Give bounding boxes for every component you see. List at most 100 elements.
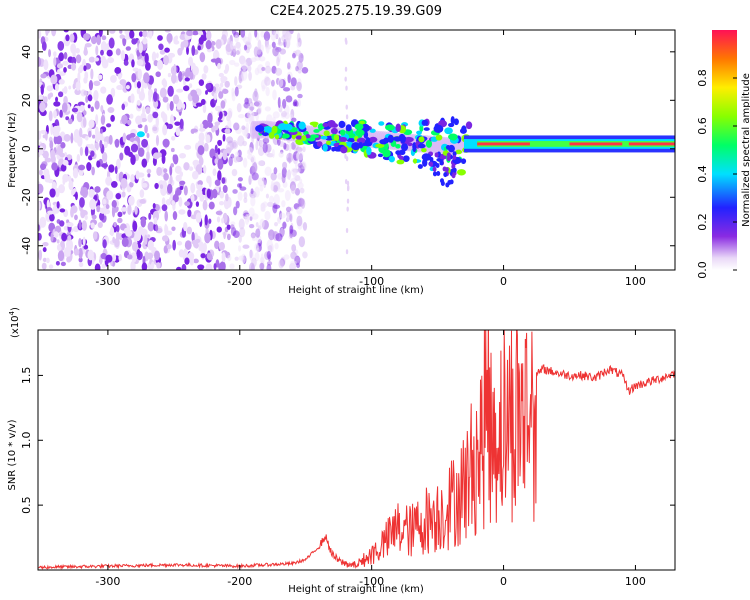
spectrogram-noise-cell [294,160,298,169]
spectrogram-noise-cell [50,124,54,136]
spectrogram-noise-cell [344,66,348,72]
spectrogram-noise-cell [117,217,123,224]
spectrogram-noise-cell [51,30,57,37]
spectrogram-noise-cell [144,52,149,64]
spectrogram-blob [327,120,336,128]
spectrogram-noise-cell [87,94,93,102]
spectrogram-noise-cell [70,132,74,144]
spectrogram-blob [442,166,447,172]
spectrogram-noise-cell [254,30,258,38]
spectrogram-noise-cell [195,102,203,107]
spectrogram-noise-cell [215,210,223,216]
spectrogram-noise-cell [223,231,226,240]
spectrogram-noise-cell [145,106,151,114]
spectrogram-noise-cell [123,227,129,234]
spectrogram-noise-cell [53,101,61,107]
spectrogram-noise-cell [179,118,184,130]
spectrogram-noise-cell [178,196,183,207]
spectrogram-noise-cell [345,228,349,234]
spectrogram-noise-cell [186,226,193,235]
spectrogram-blob [295,135,303,140]
spectrogram-noise-cell [127,204,132,216]
spectrogram-noise-cell [254,243,259,252]
spectrogram-noise-cell [62,159,69,166]
spectrogram-noise-cell [153,217,158,225]
spectrogram-blob [446,152,451,158]
spectrogram-blob [369,128,376,133]
spectrogram-blob [461,125,467,133]
spectrogram-noise-cell [188,166,194,171]
spectrogram-noise-cell [183,85,190,92]
spectrogram-noise-cell [298,236,306,248]
spectrogram-noise-cell [48,264,54,269]
spectrogram-blob [378,121,385,126]
spectrogram-noise-cell [90,106,94,112]
spectrogram-noise-cell [105,176,113,186]
spectrogram-blob [416,130,422,135]
spectrogram-noise-cell [49,188,56,198]
spectrogram-noise-cell [62,60,69,66]
spectrogram-blob [449,179,454,185]
spectrogram-noise-cell [297,98,301,108]
spectrogram-noise-cell [49,140,54,150]
spectrogram-noise-cell [155,116,159,128]
spectrogram-noise-cell [101,263,106,269]
spectrogram-blob [418,136,425,143]
spectrogram-noise-cell [38,130,42,140]
spectrogram-noise-cell [190,182,196,194]
spectrogram-noise-cell [214,105,222,112]
spectrogram-noise-cell [129,181,134,188]
spectrogram-noise-cell [42,257,47,263]
spectrogram-noise-cell [264,166,272,177]
spectrogram-noise-cell [141,262,148,270]
spectrogram-noise-cell [45,30,50,34]
spectrogram-noise-cell [167,123,173,130]
spectrogram-blob [460,158,467,164]
spectrogram-noise-cell [233,206,238,216]
spectrogram-noise-cell [270,79,275,87]
spectrogram-noise-cell [190,194,195,203]
spectrogram-noise-cell [72,167,79,179]
spectrogram-blob [421,119,429,126]
spectrogram-noise-cell [56,201,60,209]
spectrogram-blob [379,139,388,145]
spectrogram-noise-cell [211,188,218,199]
colorbar-tick-label: 0.8 [696,69,709,87]
spectrogram-noise-cell [200,253,206,259]
spectrogram-blob [422,158,428,167]
spectrogram-noise-cell [60,164,67,172]
spectrogram-noise-cell [105,204,110,210]
snr-panel: -300 -200 -100 0 100 0.5 1.0 1.5 Height of str… [7,307,676,595]
spectrogram-noise-cell [100,86,107,94]
spectrogram-noise-cell [90,35,97,45]
spectrogram-noise-cell [283,254,290,260]
spectrogram-blob [432,166,437,172]
spectrogram-noise-cell [153,99,159,109]
spectrogram-noise-cell [77,71,81,83]
spectrogram-x-tick-label: -300 [95,275,120,288]
spectrogram-noise-cell [92,134,96,139]
spectrogram-noise-cell [214,158,218,165]
snr-series-line [38,330,675,570]
spectrogram-x-tick-label: -200 [227,275,252,288]
spectrogram-noise-cell [138,90,146,101]
spectrogram-noise-cell [242,244,250,249]
spectrogram-noise-cell [272,46,279,57]
spectrogram-noise-cell [48,110,53,122]
spectrogram-noise-cell [237,113,245,119]
spectrogram-noise-cell [83,110,87,116]
spectrogram-noise-cell [77,66,83,74]
colorbar-ticks: 0.0 0.2 0.4 0.6 0.8 [696,69,737,279]
spectrogram-blob [401,143,409,152]
spectrogram-noise-cell [273,167,278,175]
spectrogram-noise-cell [157,59,164,70]
spectrogram-noise-cell [54,187,60,198]
spectrogram-noise-cell [79,197,85,208]
spectrogram-noise-cell [267,201,274,208]
spectrogram-noise-cell [134,205,138,215]
spectrogram-noise-cell [191,128,198,133]
spectrogram-noise-cell [214,123,219,131]
spectrogram-noise-cell [238,218,245,230]
spectrogram-noise-cell [63,67,67,73]
spectrogram-noise-cell [148,93,152,103]
